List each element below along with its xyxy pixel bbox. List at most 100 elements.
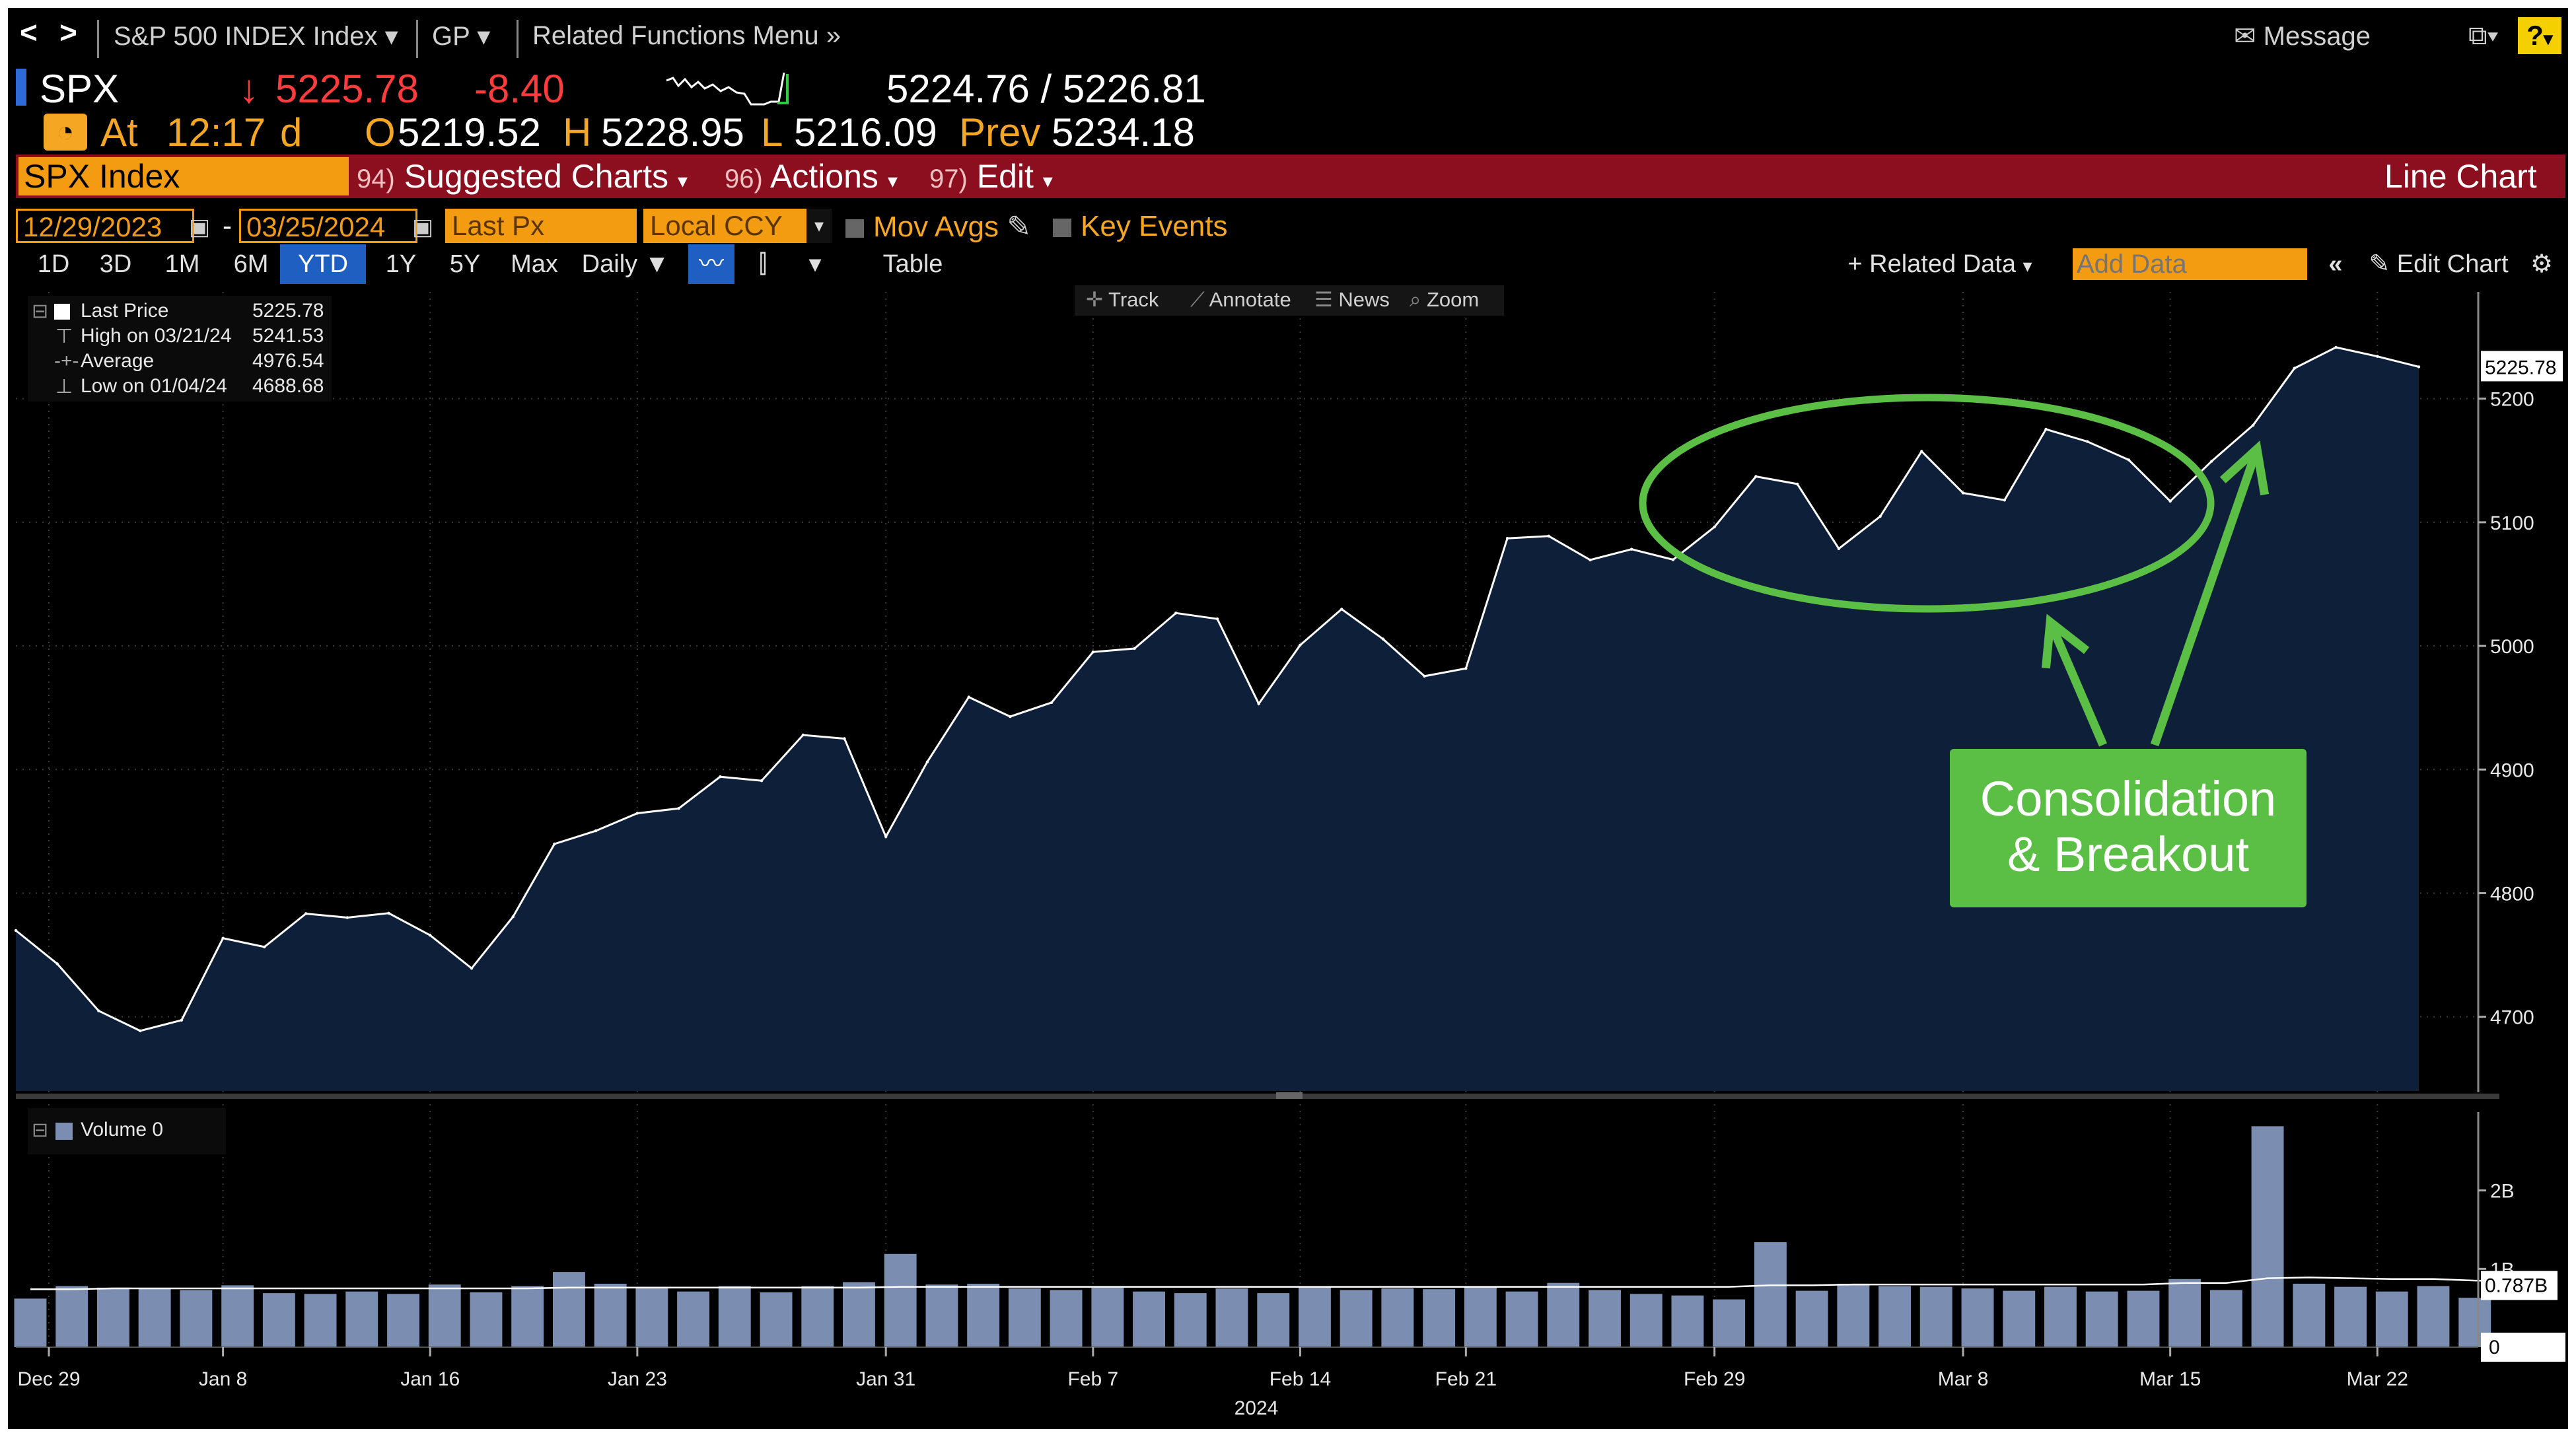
- back-button[interactable]: <: [20, 15, 38, 50]
- mov-avgs-checkbox[interactable]: [845, 219, 864, 238]
- window-menu-button[interactable]: ⧉▾: [2468, 21, 2498, 51]
- volume-bar: [1423, 1289, 1456, 1347]
- price-point: [925, 760, 929, 763]
- actions-number: 96): [725, 164, 763, 193]
- period-ytd[interactable]: YTD: [280, 244, 366, 284]
- x-tick-label: Feb 7: [1067, 1368, 1118, 1390]
- volume-bar: [553, 1272, 585, 1347]
- table-button[interactable]: Table: [882, 250, 943, 278]
- volume-bar: [1919, 1286, 1952, 1347]
- candlestick-chart-button[interactable]: ⫿: [740, 244, 786, 284]
- zoom-tool[interactable]: ⌕ Zoom: [1410, 288, 1479, 312]
- key-events-checkbox[interactable]: [1053, 219, 1071, 238]
- gp-menu[interactable]: GP ▾: [432, 21, 490, 52]
- price-point: [594, 829, 598, 833]
- end-date-field[interactable]: 03/25/2024: [239, 209, 417, 243]
- news-tool[interactable]: ☰ News: [1314, 288, 1390, 312]
- volume-bar: [345, 1291, 378, 1347]
- mov-avgs-toggle[interactable]: Mov Avgs ✎: [845, 210, 1031, 244]
- related-functions-menu[interactable]: Related Functions Menu »: [532, 21, 841, 51]
- period-1m[interactable]: 1M: [164, 250, 200, 278]
- price-point: [677, 807, 680, 810]
- period-max[interactable]: Max: [511, 250, 558, 278]
- x-tick-label: Dec 29: [17, 1368, 80, 1390]
- volume-bar: [1008, 1288, 1041, 1347]
- crosshair-icon: ✛: [1086, 288, 1103, 311]
- price-point: [429, 934, 432, 937]
- price-point: [1133, 647, 1136, 650]
- annotation-box: Consolidation & Breakout: [1950, 749, 2307, 907]
- chart-type-dropdown[interactable]: ▾: [795, 244, 835, 284]
- annotate-tool[interactable]: ⟋ Annotate: [1190, 288, 1291, 312]
- price-point: [1713, 525, 1716, 529]
- key-events-toggle[interactable]: Key Events: [1053, 210, 1228, 243]
- volume-bar: [1837, 1283, 1870, 1347]
- volume-bar: [801, 1286, 834, 1347]
- price-point: [2376, 355, 2379, 358]
- envelope-icon: ✉: [2234, 22, 2256, 51]
- price-point: [470, 967, 474, 970]
- collapse-button[interactable]: «: [2317, 244, 2354, 284]
- help-button[interactable]: ?▾: [2518, 17, 2561, 54]
- track-tool[interactable]: ✛ Track: [1086, 288, 1159, 312]
- currency-select[interactable]: Local CCY ▾: [643, 209, 832, 243]
- volume-legend-collapse-icon[interactable]: ⊟: [32, 1119, 49, 1141]
- axes: 4700480049005000510052005225.781B2B0.787…: [16, 292, 2565, 1419]
- volume-bar: [2375, 1291, 2408, 1347]
- legend-high-value: 5241.53: [252, 325, 324, 347]
- actions-menu[interactable]: 96) Actions ▾: [725, 157, 898, 201]
- suggested-charts-menu[interactable]: 94) Suggested Charts ▾: [357, 157, 688, 201]
- volume-bar: [1340, 1290, 1373, 1347]
- divider: [97, 20, 99, 58]
- volume-bar: [2003, 1290, 2036, 1347]
- legend-last-value: 5225.78: [252, 300, 324, 322]
- function-bar: [16, 155, 2565, 198]
- settings-gear-button[interactable]: ⚙: [2522, 244, 2561, 284]
- price-tick-label: 5000: [2490, 636, 2534, 658]
- period-3d[interactable]: 3D: [99, 250, 132, 278]
- start-date-field[interactable]: 12/29/2023: [16, 209, 194, 243]
- open-value: 5219.52: [398, 110, 541, 155]
- calendar-icon[interactable]: ▣: [189, 215, 211, 240]
- price-point: [1215, 617, 1219, 621]
- bid-ask: 5224.76 / 5226.81: [886, 67, 1206, 111]
- gauge-icon: ◔: [44, 114, 87, 151]
- legend-collapse-icon[interactable]: ⊟: [32, 300, 49, 322]
- volume-bar: [221, 1285, 254, 1347]
- year-label: 2024: [1234, 1397, 1279, 1419]
- price-point: [1050, 701, 1054, 705]
- price-point: [760, 779, 764, 783]
- price-point: [1630, 547, 1633, 551]
- edit-chart-button[interactable]: ✎ Edit Chart: [2359, 244, 2518, 284]
- line-chart-icon: 〰: [698, 250, 724, 278]
- message-label: Message: [2263, 22, 2371, 51]
- period-5y[interactable]: 5Y: [449, 250, 481, 278]
- security-field[interactable]: SPX Index: [18, 157, 349, 195]
- line-chart-type-button[interactable]: 〰: [688, 244, 734, 284]
- forward-button[interactable]: >: [59, 15, 77, 50]
- volume-bar: [843, 1282, 875, 1347]
- period-1d[interactable]: 1D: [37, 250, 70, 278]
- message-button[interactable]: ✉ Message: [2234, 21, 2371, 52]
- add-data-input[interactable]: [2073, 248, 2307, 280]
- volume-legend: ⊟ Volume 0: [28, 1108, 226, 1154]
- edit-number: 97): [929, 164, 968, 193]
- price-field-select[interactable]: Last Px: [445, 209, 637, 243]
- related-data-menu[interactable]: + Related Data ▾: [1831, 244, 2049, 284]
- price-point: [55, 962, 59, 965]
- price-point: [1961, 491, 1965, 495]
- period-6m[interactable]: 6M: [233, 250, 269, 278]
- volume-bar: [1257, 1293, 1290, 1347]
- volume-bar: [1505, 1291, 1538, 1347]
- volume-bar: [1547, 1282, 1580, 1347]
- frequency-select[interactable]: Daily ▼: [573, 244, 678, 284]
- period-1y[interactable]: 1Y: [385, 250, 417, 278]
- price-point: [221, 936, 225, 940]
- pencil-icon[interactable]: ✎: [1007, 211, 1032, 243]
- edit-menu[interactable]: 97) Edit ▾: [929, 157, 1053, 201]
- price-point: [2334, 345, 2338, 349]
- security-menu[interactable]: S&P 500 INDEX Index ▾: [114, 21, 398, 52]
- price-point: [1340, 608, 1343, 611]
- calendar-icon[interactable]: ▣: [412, 215, 434, 240]
- price-point: [1837, 547, 1841, 550]
